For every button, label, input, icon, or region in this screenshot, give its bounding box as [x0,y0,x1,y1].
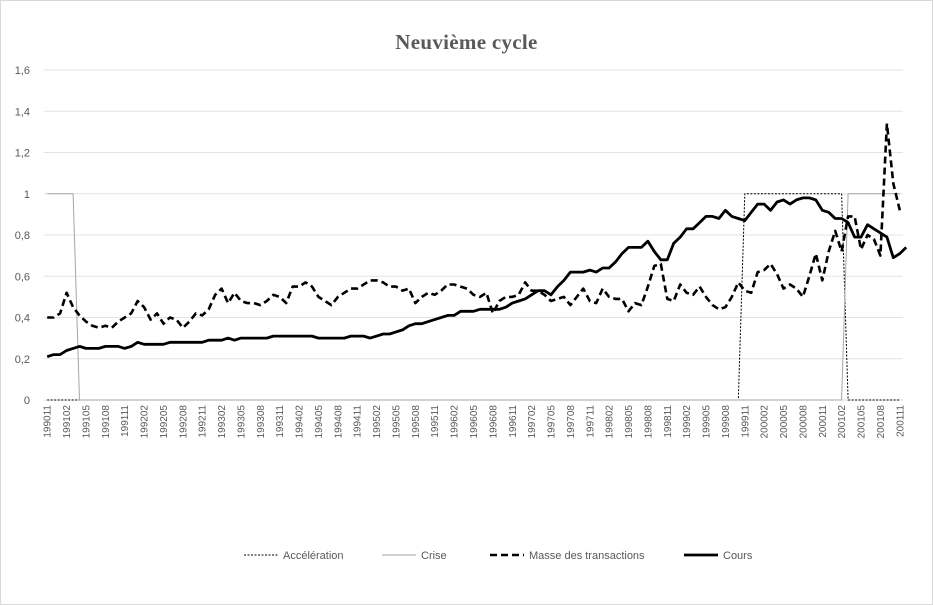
y-tick-label: 0,8 [15,230,30,242]
x-tick-label: 199302 [217,405,228,439]
y-tick-label: 1 [24,189,30,201]
x-tick-label: 199305 [236,405,247,439]
series-acceleration-line [47,193,900,401]
y-tick-label: 1,2 [15,148,30,160]
series-masse-des-transactions-line [47,122,902,330]
x-tick-label: 199611 [508,405,519,438]
x-tick-label: 199808 [643,405,654,439]
legend-label: Crise [421,550,447,562]
y-tick-label: 1,6 [15,65,30,77]
x-tick-label: 199802 [605,405,616,439]
x-tick-label: 199202 [140,405,151,439]
y-tick-label: 1,4 [15,106,30,118]
x-tick-label: 199311 [275,405,286,438]
x-tick-label: 199605 [469,405,480,439]
x-tick-label: 200105 [857,405,868,439]
x-tick-label: 200008 [798,405,809,439]
x-tick-label: 199908 [721,405,732,439]
y-tick-label: 0,4 [15,313,30,325]
legend-label: Cours [723,550,753,562]
y-tick-label: 0,6 [15,271,30,283]
x-axis-ticks: 199011 199102 199105 199108 199111 199202 1992… [43,405,907,439]
x-tick-label: 199902 [682,405,693,439]
x-tick-label: 199411 [353,405,364,438]
x-tick-label: 199105 [81,405,92,439]
x-tick-label: 200011 [818,405,829,438]
y-tick-label: 0 [24,395,30,407]
series-crise-line [47,193,900,401]
x-tick-label: 199511 [430,405,441,438]
y-axis-ticks: 0 0,2 0,4 0,6 0,8 1 1,2 1,4 1,6 [15,65,30,407]
x-tick-label: 200108 [876,405,887,439]
x-tick-label: 200005 [779,405,790,439]
x-tick-label: 199805 [624,405,635,439]
legend-label: Masse des transactions [529,550,645,562]
x-tick-label: 199405 [314,405,325,439]
x-tick-label: 199705 [547,405,558,439]
x-tick-label: 199508 [411,405,422,439]
series-cours-line [46,196,908,359]
x-tick-label: 199502 [372,405,383,439]
x-tick-label: 199205 [159,405,170,439]
x-tick-label: 199711 [585,405,596,438]
x-tick-label: 199111 [120,405,131,437]
x-tick-label: 199811 [663,405,674,438]
x-tick-label: 199608 [488,405,499,439]
x-tick-label: 199102 [62,405,73,439]
x-tick-label: 199708 [566,405,577,439]
legend-label: Accélération [283,550,344,562]
x-tick-label: 199308 [256,405,267,439]
x-tick-label: 199011 [43,405,54,438]
legend: Accélération Crise Masse des transactions C… [244,550,753,562]
x-tick-label: 199505 [391,405,402,439]
plot-area [46,122,908,401]
x-tick-label: 200102 [837,405,848,439]
x-tick-label: 199208 [178,405,189,439]
chart-title: Neuvième cycle [395,30,538,54]
x-tick-label: 200111 [895,405,906,437]
x-tick-label: 200002 [760,405,771,439]
x-tick-label: 199108 [101,405,112,439]
x-tick-label: 199905 [702,405,713,439]
x-tick-label: 199602 [450,405,461,439]
y-tick-label: 0,2 [15,354,30,366]
x-tick-label: 199402 [295,405,306,439]
grid-lines [44,69,903,401]
x-tick-label: 199911 [740,405,751,438]
x-tick-label: 199702 [527,405,538,439]
x-tick-label: 199408 [333,405,344,439]
x-tick-label: 199211 [198,405,209,438]
